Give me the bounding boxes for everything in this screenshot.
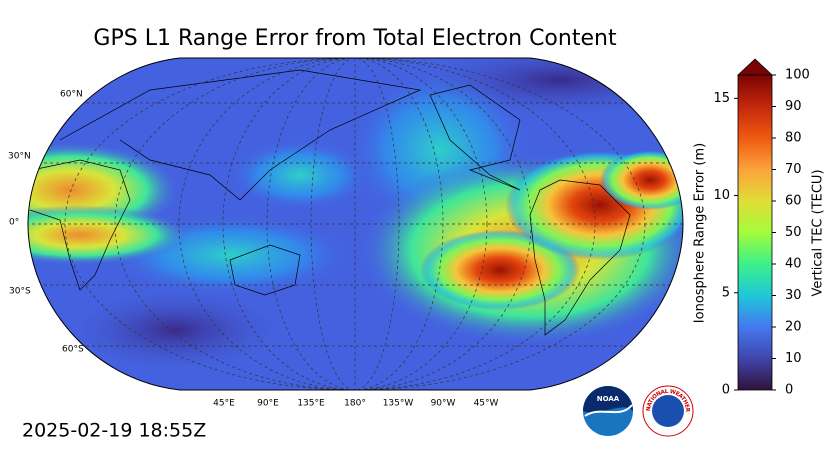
left-tick-label: 5	[722, 285, 730, 300]
noaa-logo: NOAA	[583, 386, 633, 436]
right-tick-label: 20	[785, 320, 802, 335]
title: GPS L1 Range Error from Total Electron C…	[93, 26, 617, 51]
lat-label: 60°S	[62, 345, 84, 355]
right-tick-label: 30	[785, 288, 802, 303]
lon-label: 90°E	[257, 399, 279, 409]
lon-label: 135°W	[383, 399, 414, 409]
left-axis-label: Ionosphere Range Error (m)	[693, 143, 708, 323]
timestamp: 2025-02-19 18:55Z	[22, 420, 206, 442]
lat-label: 30°S	[9, 287, 31, 297]
right-tick-label: 60	[785, 194, 802, 209]
colorbar	[737, 74, 773, 391]
map-border	[27, 57, 684, 391]
right-tick-label: 10	[785, 351, 802, 366]
noaa-text: NOAA	[597, 395, 620, 403]
right-tick-label: 100	[785, 68, 810, 83]
left-tick-label: 0	[722, 383, 730, 398]
tec-map	[28, 58, 683, 390]
lat-label: 30°N	[8, 152, 31, 162]
lon-label: 90°W	[431, 399, 456, 409]
colorbar-extend	[736, 58, 774, 76]
right-tick-label: 80	[785, 131, 802, 146]
right-tick-label: 50	[785, 225, 802, 240]
right-tick-label: 70	[785, 162, 802, 177]
lon-label: 180°	[344, 399, 366, 409]
right-axis-label: Vertical TEC (TECU)	[811, 169, 826, 296]
lat-label: 60°N	[60, 90, 83, 100]
lon-label: 45°W	[474, 399, 499, 409]
right-tick-label: 40	[785, 257, 802, 272]
left-tick-label: 10	[713, 188, 730, 203]
lon-label: 135°E	[297, 399, 325, 409]
lat-label: 0°	[9, 218, 19, 228]
left-tick-label: 15	[713, 91, 730, 106]
lon-label: 45°E	[213, 399, 235, 409]
right-tick-label: 90	[785, 99, 802, 114]
right-tick-label: 0	[785, 383, 793, 398]
